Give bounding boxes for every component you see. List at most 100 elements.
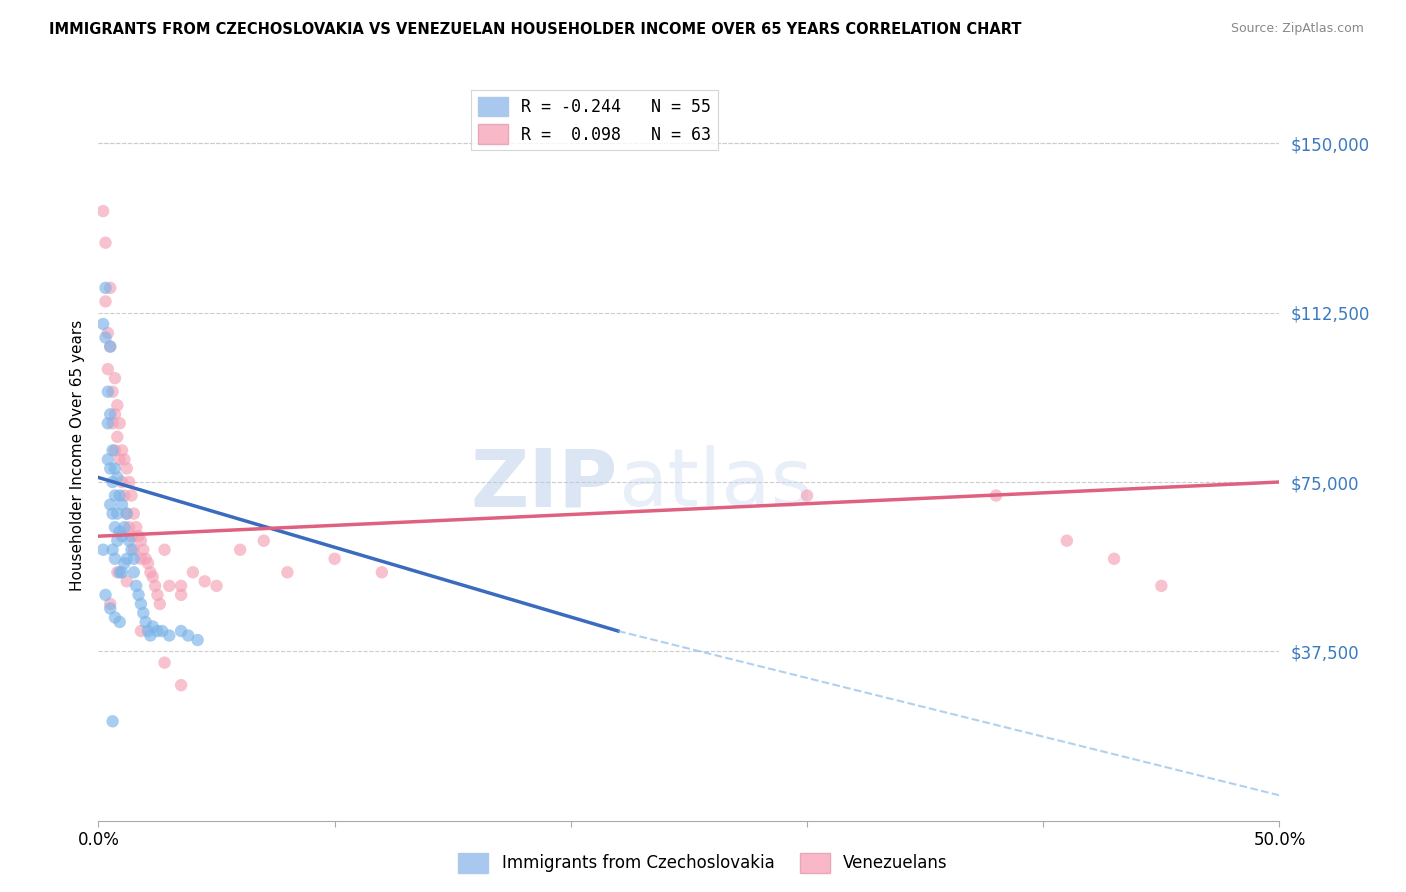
Point <box>143 579 166 593</box>
Point <box>112 489 135 503</box>
Point <box>118 520 141 534</box>
Point <box>94 235 117 250</box>
Point <box>97 384 120 399</box>
Point <box>142 619 165 633</box>
Point <box>139 566 162 580</box>
Point <box>111 566 134 580</box>
Point <box>323 551 346 566</box>
Point <box>122 566 145 580</box>
Point <box>97 452 120 467</box>
Point <box>108 524 131 539</box>
Point <box>181 566 204 580</box>
Point <box>149 597 172 611</box>
Point <box>111 529 134 543</box>
Point <box>153 542 176 557</box>
Point <box>98 281 121 295</box>
Point <box>205 579 228 593</box>
Point <box>101 475 124 489</box>
Point <box>104 610 127 624</box>
Point <box>108 615 131 629</box>
Point <box>97 417 120 431</box>
Point <box>121 489 143 503</box>
Point <box>105 398 128 412</box>
Point <box>132 606 155 620</box>
Point <box>91 204 114 219</box>
Text: Source: ZipAtlas.com: Source: ZipAtlas.com <box>1230 22 1364 36</box>
Legend: Immigrants from Czechoslovakia, Venezuelans: Immigrants from Czechoslovakia, Venezuel… <box>451 847 955 880</box>
Point <box>108 566 131 580</box>
Point <box>135 615 157 629</box>
Point <box>98 461 121 475</box>
Point <box>1056 533 1078 548</box>
Point <box>121 529 143 543</box>
Point <box>105 566 128 580</box>
Point <box>112 556 135 570</box>
Point <box>122 507 145 521</box>
Point <box>128 588 150 602</box>
Point <box>150 624 173 638</box>
Point <box>157 579 180 593</box>
Point <box>98 601 121 615</box>
Point <box>104 371 127 385</box>
Point <box>112 520 135 534</box>
Point <box>98 340 121 354</box>
Point <box>170 624 193 638</box>
Point <box>101 507 124 521</box>
Point <box>115 574 138 589</box>
Point <box>115 507 138 521</box>
Point <box>136 624 159 638</box>
Point <box>108 417 131 431</box>
Point <box>98 340 121 354</box>
Point <box>91 317 114 331</box>
Point <box>115 507 138 521</box>
Point <box>105 507 128 521</box>
Point <box>111 498 134 512</box>
Point <box>108 489 131 503</box>
Point <box>94 330 117 344</box>
Point <box>122 551 145 566</box>
Point <box>118 475 141 489</box>
Point <box>122 542 145 557</box>
Point <box>118 533 141 548</box>
Point <box>91 542 114 557</box>
Point <box>1150 579 1173 593</box>
Point <box>94 281 117 295</box>
Point <box>98 407 121 421</box>
Point <box>105 430 128 444</box>
Point <box>276 566 298 580</box>
Point <box>170 588 193 602</box>
Point <box>125 520 148 534</box>
Point <box>101 417 124 431</box>
Point <box>101 384 124 399</box>
Text: IMMIGRANTS FROM CZECHOSLOVAKIA VS VENEZUELAN HOUSEHOLDER INCOME OVER 65 YEARS CO: IMMIGRANTS FROM CZECHOSLOVAKIA VS VENEZU… <box>49 22 1022 37</box>
Point <box>132 542 155 557</box>
Point <box>104 551 127 566</box>
Point <box>111 443 134 458</box>
Point <box>136 556 159 570</box>
Point <box>97 326 120 340</box>
Point <box>194 574 217 589</box>
Point <box>98 498 121 512</box>
Point <box>108 452 131 467</box>
Text: atlas: atlas <box>619 445 813 524</box>
Point <box>129 551 152 566</box>
Point <box>94 588 117 602</box>
Point <box>129 597 152 611</box>
Point <box>371 566 394 580</box>
Point <box>142 570 165 584</box>
Point <box>105 533 128 548</box>
Y-axis label: Householder Income Over 65 years: Householder Income Over 65 years <box>69 319 84 591</box>
Point <box>104 461 127 475</box>
Point <box>97 362 120 376</box>
Point <box>115 461 138 475</box>
Point <box>104 520 127 534</box>
Point <box>146 624 169 638</box>
Point <box>104 443 127 458</box>
Point <box>104 407 127 421</box>
Point <box>1102 551 1125 566</box>
Point <box>229 542 252 557</box>
Point <box>177 628 200 642</box>
Point <box>984 489 1007 503</box>
Point <box>125 579 148 593</box>
Point <box>157 628 180 642</box>
